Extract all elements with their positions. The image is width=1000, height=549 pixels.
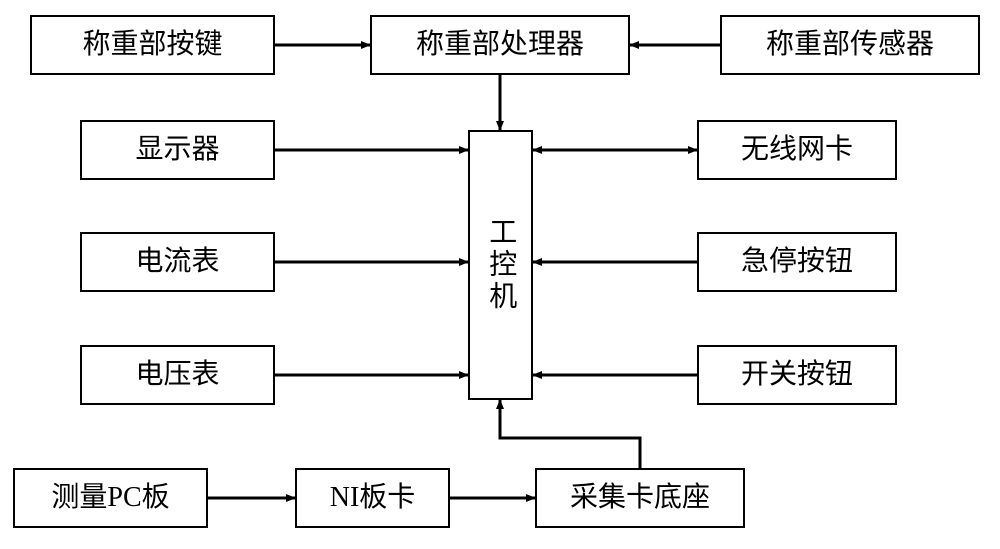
node-daq-base: 采集卡底座 (535, 468, 745, 528)
node-weigh-sensor: 称重部传感器 (720, 15, 980, 75)
node-ipc: 工控机 (468, 130, 533, 400)
node-voltmeter: 电压表 (80, 345, 275, 405)
node-weigh-processor: 称重部处理器 (370, 15, 630, 75)
node-weigh-button: 称重部按键 (30, 15, 275, 75)
node-measure-pc: 测量PC板 (13, 468, 208, 528)
node-switch-button: 开关按钮 (697, 345, 897, 405)
node-estop-button: 急停按钮 (697, 232, 897, 292)
node-ni-card: NI板卡 (295, 468, 450, 528)
node-wireless-card: 无线网卡 (697, 120, 897, 180)
edge-daq-base-to-ipc (500, 400, 640, 468)
node-ammeter: 电流表 (80, 232, 275, 292)
node-display: 显示器 (80, 120, 275, 180)
